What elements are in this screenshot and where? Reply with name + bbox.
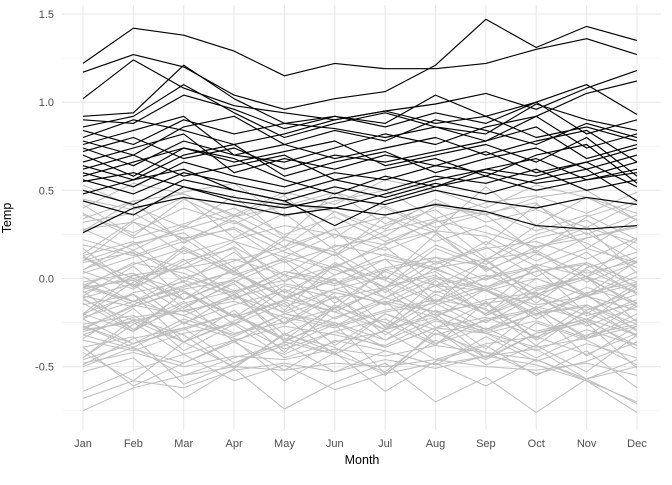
x-tick-label: Sep: [476, 438, 496, 450]
series-line-background: [82, 226, 638, 274]
series-line-background: [82, 276, 638, 329]
series-line-highlight: [82, 126, 638, 170]
series-line-background: [82, 300, 638, 338]
y-axis-title: Temp: [0, 203, 14, 234]
axis-layer: 1.5 1.0 0.5 0.0 -0.5 Jan Feb Mar Apr May Jun Jul Aug…: [35, 9, 647, 450]
series-line-background: [82, 241, 638, 297]
x-tick-label: Jan: [74, 438, 92, 450]
series-line-highlight: [82, 168, 638, 227]
series-line-background: [82, 290, 638, 343]
series-line-highlight: [82, 18, 638, 110]
series-line-highlight: [82, 80, 638, 142]
series-line-highlight: [82, 59, 638, 121]
x-tick-label: Jul: [378, 438, 392, 450]
series-line-highlight: [82, 64, 638, 139]
series-line-highlight: [82, 136, 638, 177]
series-line-background: [82, 300, 638, 332]
x-axis-title: Month: [345, 453, 380, 467]
series-line-highlight: [82, 168, 638, 195]
series-line-background: [82, 249, 638, 304]
series-line-background: [82, 233, 638, 287]
series-line-background: [82, 184, 638, 239]
series-line-background: [82, 279, 638, 332]
series-line-background: [82, 299, 638, 353]
grid-layer: [62, 5, 661, 430]
series-line-background: [82, 359, 638, 412]
series-line-background: [82, 345, 638, 413]
series-line-highlight: [82, 27, 638, 77]
y-tick-label: 1.5: [39, 9, 54, 21]
series-line-highlight: [82, 186, 638, 216]
x-tick-label: Mar: [174, 438, 193, 450]
series-line-background: [82, 258, 638, 295]
series-line-background: [82, 226, 638, 279]
y-tick-label: 1.0: [39, 97, 54, 109]
series-line-background: [82, 290, 638, 327]
series-line-background: [82, 241, 638, 294]
series-line-background: [82, 302, 638, 357]
series-line-background: [82, 239, 638, 276]
series-line-background: [82, 283, 638, 336]
x-tick-label: Aug: [426, 438, 446, 450]
series-line-background: [82, 334, 638, 371]
series-line-background: [82, 290, 638, 329]
series-line-highlight: [82, 168, 638, 206]
series-line-background: [82, 195, 638, 249]
x-tick-label: May: [274, 438, 295, 450]
x-tick-label: Jun: [326, 438, 344, 450]
y-tick-label: 0.5: [39, 185, 54, 197]
series-line-highlight: [82, 143, 638, 181]
series-line-background: [82, 290, 638, 345]
y-tick-label: -0.5: [35, 362, 54, 374]
series-line-background: [82, 196, 638, 255]
x-tick-label: Apr: [226, 438, 243, 450]
series-line-background: [82, 182, 638, 220]
series-line-highlight: [82, 84, 638, 130]
series-line-background: [82, 357, 638, 413]
series-line-background: [82, 315, 638, 352]
series-line-highlight: [82, 115, 638, 163]
series-line-background: [82, 320, 638, 355]
series-line-background: [82, 309, 638, 345]
series-line-highlight: [82, 143, 638, 184]
series-layer: [82, 18, 638, 413]
series-line-background: [82, 260, 638, 315]
series-line-background: [82, 278, 638, 313]
series-line-background: [82, 198, 638, 253]
series-line-highlight: [82, 133, 638, 174]
series-line-highlight: [82, 101, 638, 146]
x-tick-label: Nov: [577, 438, 597, 450]
x-tick-label: Dec: [627, 438, 647, 450]
x-tick-label: Oct: [528, 438, 545, 450]
series-line-background: [82, 279, 638, 316]
series-line-background: [82, 267, 638, 302]
series-line-background: [82, 272, 638, 309]
series-line-background: [82, 212, 638, 249]
series-line-background: [82, 225, 638, 262]
series-line-highlight: [82, 115, 638, 156]
y-tick-label: 0.0: [39, 274, 54, 286]
series-line-background: [82, 322, 638, 375]
series-line-background: [82, 332, 638, 385]
series-line-background: [82, 248, 638, 301]
series-line-background: [82, 322, 638, 359]
series-line-highlight: [82, 110, 638, 146]
series-line-highlight: [82, 161, 638, 188]
series-line-background: [82, 214, 638, 262]
x-tick-label: Feb: [124, 438, 143, 450]
series-line-background: [82, 207, 638, 242]
series-line-background: [82, 355, 638, 403]
series-line-background: [82, 313, 638, 348]
series-line-background: [82, 256, 638, 311]
series-line-background: [82, 198, 638, 234]
series-line-background: [82, 258, 638, 290]
series-line-background: [82, 270, 638, 306]
series-line-highlight: [82, 196, 638, 234]
